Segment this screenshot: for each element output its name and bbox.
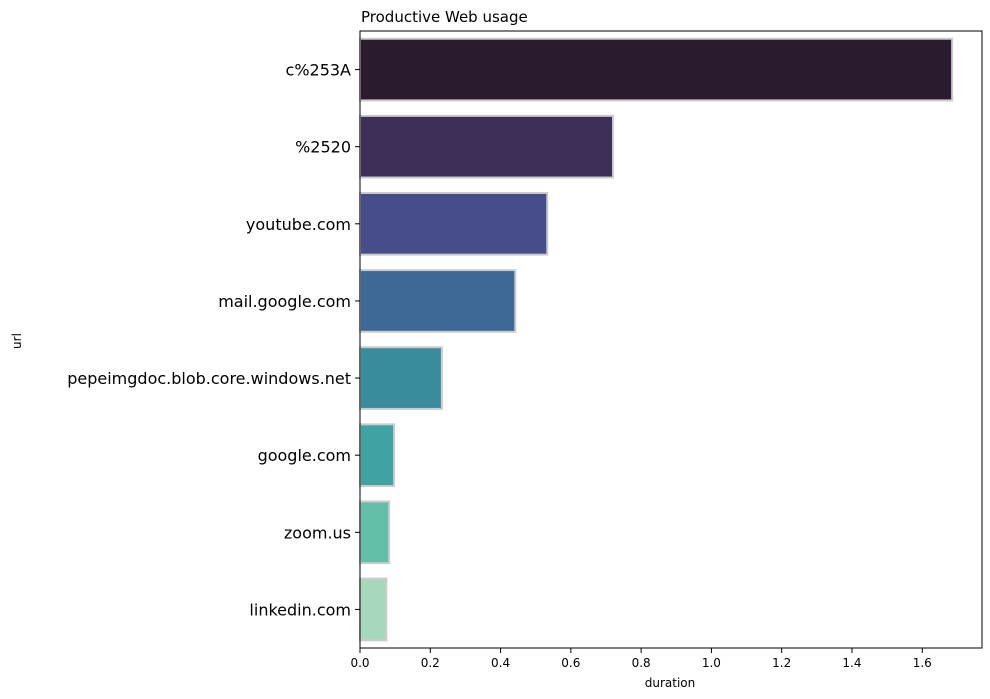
- bar: [359, 423, 396, 488]
- x-tick-label: 1.4: [842, 656, 861, 670]
- y-tick-label: c%253A: [286, 61, 352, 80]
- bar: [359, 577, 388, 642]
- x-tick-label: 1.2: [772, 656, 791, 670]
- y-tick-label: mail.google.com: [218, 292, 351, 311]
- y-axis-label: url: [10, 333, 24, 349]
- x-tick-label: 0.4: [491, 656, 510, 670]
- x-tick-label: 0.6: [561, 656, 580, 670]
- x-tick-label: 1.6: [913, 656, 932, 670]
- x-tick-label: 0.8: [632, 656, 651, 670]
- y-tick-label: youtube.com: [246, 215, 351, 234]
- x-tick-label: 0.2: [421, 656, 440, 670]
- y-tick-labels: c%253A %2520 youtube.com mail.google.com pep…: [67, 61, 360, 619]
- x-axis-label: duration: [645, 676, 696, 690]
- x-tick-label: 0.0: [350, 656, 369, 670]
- y-tick-label: %2520: [295, 138, 351, 157]
- x-ticks: 0.0 0.2 0.4 0.6 0.8 1.0 1.2 1.4 1.6: [350, 648, 932, 670]
- bar: [359, 114, 615, 179]
- y-tick-label: google.com: [258, 446, 351, 465]
- y-tick-label: linkedin.com: [249, 600, 351, 619]
- plot-frame: [359, 30, 983, 649]
- chart-title: Productive Web usage: [361, 8, 528, 26]
- bar: [359, 500, 391, 565]
- bar: [359, 346, 443, 410]
- bar: [359, 37, 954, 102]
- y-tick-label: pepeimgdoc.blob.core.windows.net: [67, 369, 351, 388]
- bar: [359, 269, 517, 333]
- bar: [359, 191, 549, 256]
- bars-group: [359, 37, 954, 642]
- y-tick-label: zoom.us: [284, 523, 351, 542]
- x-tick-label: 1.0: [702, 656, 721, 670]
